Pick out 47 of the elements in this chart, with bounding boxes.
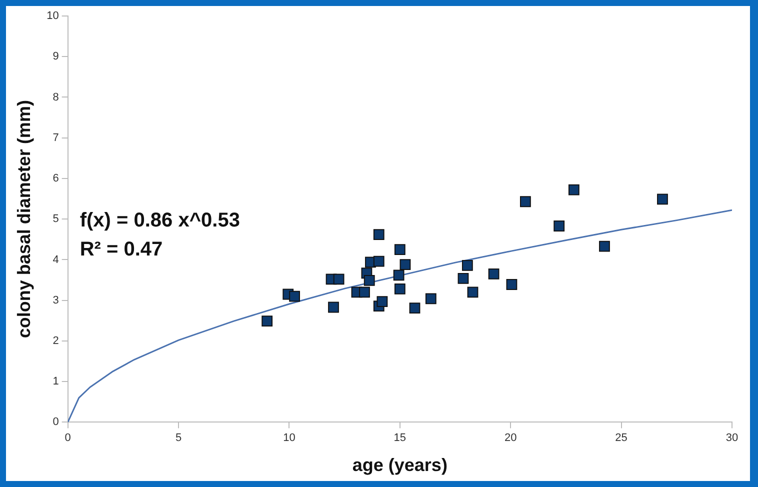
- y-axis-title: colony basal diameter (mm): [14, 100, 34, 338]
- x-axis-title: age (years): [352, 455, 448, 476]
- point: [328, 302, 339, 313]
- y-tick-label: 1: [52, 376, 59, 388]
- point: [364, 274, 375, 286]
- point: [657, 194, 668, 205]
- x-tick-label: 5: [175, 432, 182, 444]
- x-tick-label: 30: [726, 432, 738, 444]
- point: [289, 290, 300, 302]
- point: [467, 286, 478, 298]
- point: [462, 260, 473, 271]
- x-tick-label: 15: [394, 432, 406, 444]
- point: [393, 270, 404, 281]
- x-tick-label: 25: [615, 432, 628, 444]
- y-tick-label: 9: [52, 50, 59, 63]
- x-tick-label: 0: [64, 432, 71, 444]
- point: [409, 302, 420, 314]
- point: [376, 296, 388, 308]
- point: [520, 196, 531, 208]
- point: [458, 272, 469, 284]
- y-tick-label: 7: [52, 132, 59, 144]
- point: [373, 229, 384, 240]
- y-tick-label: 2: [52, 334, 59, 347]
- y-tick-label: 8: [52, 91, 59, 104]
- annotation: f(x) = 0.86 x^0.53: [80, 210, 240, 232]
- point: [359, 286, 370, 298]
- point: [394, 244, 406, 256]
- point: [262, 316, 273, 327]
- point: [333, 274, 344, 285]
- y-tick-label: 6: [52, 172, 59, 185]
- y-tick-label: 3: [52, 294, 59, 306]
- point: [425, 293, 436, 304]
- y-tick-label: 0: [52, 416, 59, 428]
- point: [554, 220, 565, 232]
- y-tick-label: 5: [52, 213, 59, 226]
- point: [599, 240, 610, 252]
- point: [568, 184, 580, 196]
- point: [394, 284, 406, 294]
- y-tick-label: 10: [46, 10, 59, 22]
- x-tick-label: 20: [504, 432, 517, 444]
- x-tick-label: 10: [283, 432, 296, 444]
- annotation: R² = 0.47: [80, 238, 163, 261]
- point: [373, 256, 384, 267]
- point: [400, 259, 411, 270]
- point: [488, 268, 500, 280]
- y-tick-label: 4: [52, 254, 59, 266]
- point: [506, 279, 518, 290]
